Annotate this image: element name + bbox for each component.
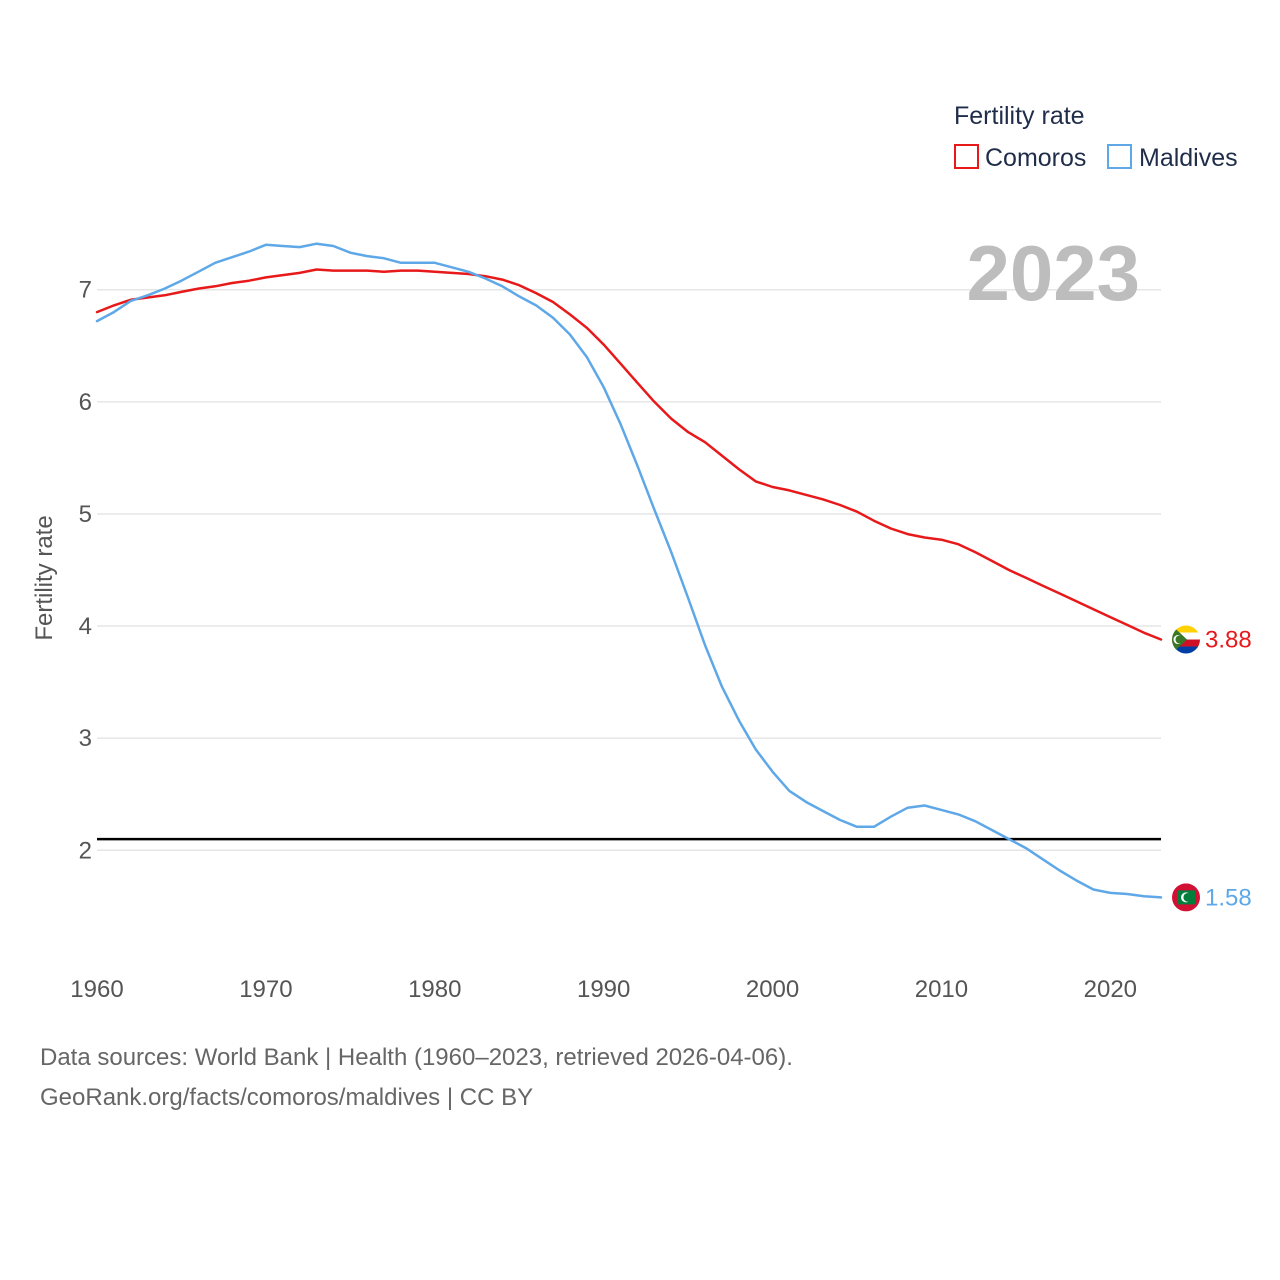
footer-sources: Data sources: World Bank | Health (1960–… <box>40 1044 793 1071</box>
legend-label-maldives[interactable]: Maldives <box>1139 144 1238 172</box>
gridlines <box>97 288 1161 852</box>
x-tick-label: 1960 <box>70 976 123 1003</box>
y-tick-label: 2 <box>79 837 92 864</box>
year-display: 2023 <box>966 229 1140 317</box>
series-line-maldives[interactable] <box>95 242 1163 899</box>
y-tick-label: 7 <box>79 277 92 304</box>
footer-credit[interactable]: GeoRank.org/facts/comoros/maldives | CC … <box>40 1084 534 1111</box>
x-tick-label: 1990 <box>577 976 630 1003</box>
comoros-flag-icon <box>1172 625 1200 654</box>
y-tick-label: 6 <box>79 389 92 416</box>
series-lines <box>95 242 1163 899</box>
end-value-comoros: 3.88 <box>1205 627 1252 654</box>
legend-swatch-maldives[interactable] <box>1107 144 1132 169</box>
legend-swatch-comoros[interactable] <box>954 144 979 169</box>
x-tick-label: 2020 <box>1084 976 1137 1003</box>
y-tick-label: 4 <box>79 613 92 640</box>
x-tick-label: 2000 <box>746 976 799 1003</box>
end-value-maldives: 1.58 <box>1205 884 1252 911</box>
y-tick-label: 5 <box>79 501 92 528</box>
legend: Fertility rate Comoros Maldives <box>954 102 1238 172</box>
y-tick-label: 3 <box>79 725 92 752</box>
y-axis-title: Fertility rate <box>31 515 58 640</box>
legend-title: Fertility rate <box>954 102 1085 130</box>
maldives-flag-icon <box>1172 883 1200 912</box>
x-tick-label: 1980 <box>408 976 461 1003</box>
legend-label-comoros[interactable]: Comoros <box>985 144 1086 172</box>
series-line-comoros[interactable] <box>95 268 1163 641</box>
x-axis-ticks: 1960 1970 1980 1990 2000 2010 2020 <box>70 976 1137 1003</box>
y-axis-ticks: 2 3 4 5 6 7 <box>79 277 92 865</box>
x-tick-label: 2010 <box>915 976 968 1003</box>
x-tick-label: 1970 <box>239 976 292 1003</box>
